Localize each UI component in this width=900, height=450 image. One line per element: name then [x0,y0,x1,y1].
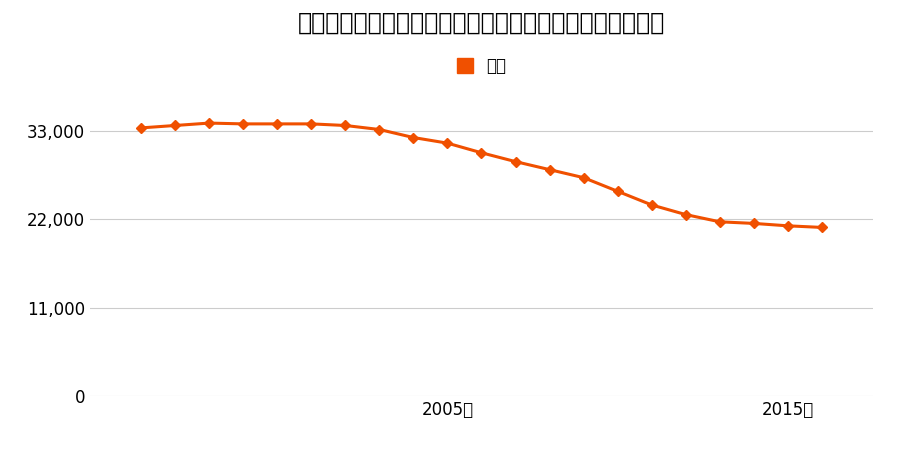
Legend: 価格: 価格 [456,57,507,75]
Title: 青森県八戸市大字髦町字下盲久保２５番２２１の地価推移: 青森県八戸市大字髦町字下盲久保２５番２２１の地価推移 [298,10,665,35]
